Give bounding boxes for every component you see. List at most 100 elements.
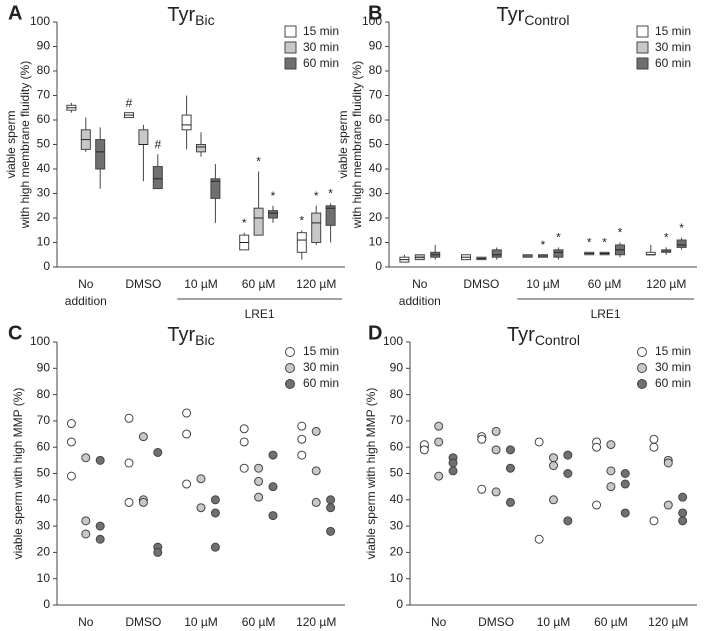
title-main: Tyr xyxy=(167,4,195,26)
point xyxy=(268,511,278,521)
x-tick-label: 120 µM xyxy=(646,277,686,291)
point xyxy=(505,497,515,507)
point xyxy=(563,469,573,478)
y-tick-label: 20 xyxy=(390,545,404,559)
point xyxy=(81,453,91,463)
legend-swatch xyxy=(637,363,647,373)
box xyxy=(196,144,206,153)
y-tick-label: 100 xyxy=(30,334,50,348)
y-tick-label: 20 xyxy=(37,545,51,559)
x-tick-label: 60 µM xyxy=(242,615,276,629)
point xyxy=(620,508,630,518)
legend-label: 30 min xyxy=(655,40,691,54)
y-tick-label: 60 xyxy=(390,439,404,453)
y-tick-label: 90 xyxy=(37,360,51,374)
legend-label: 15 min xyxy=(303,344,339,358)
point xyxy=(66,437,76,447)
y-tick-label: 10 xyxy=(369,235,383,249)
y-axis-label: with high membrane fluidity (%) xyxy=(350,61,364,229)
y-tick-label: 0 xyxy=(43,259,50,273)
box xyxy=(95,139,106,170)
legend-swatch xyxy=(637,347,647,357)
y-tick-label: 40 xyxy=(37,161,51,175)
x-tick-label: No xyxy=(412,277,428,291)
point xyxy=(182,429,192,439)
y-axis-label: with high membrane fluidity (%) xyxy=(18,61,32,229)
panel-label: B xyxy=(368,2,382,24)
y-tick-label: 50 xyxy=(369,137,383,151)
point xyxy=(297,450,307,460)
y-tick-label: 0 xyxy=(396,597,403,611)
y-tick-label: 20 xyxy=(369,210,383,224)
point xyxy=(549,453,558,463)
legend-label: 60 min xyxy=(655,376,691,390)
point xyxy=(678,508,688,518)
x-tick-label: 120 µM xyxy=(296,615,336,629)
x-tick-label: 120 µM xyxy=(648,615,688,629)
legend-label: 15 min xyxy=(655,344,691,358)
y-tick-label: 30 xyxy=(37,518,51,532)
x-tick-label: DMSO xyxy=(478,615,514,629)
y-tick-label: 80 xyxy=(369,63,383,77)
point xyxy=(210,495,220,505)
y-tick-label: 80 xyxy=(390,387,404,401)
legend-swatch xyxy=(285,347,295,357)
point xyxy=(434,421,444,431)
chart-title: TyrControl xyxy=(497,4,570,27)
point xyxy=(66,419,76,429)
annotation: * xyxy=(618,226,623,240)
point xyxy=(649,442,659,452)
y-tick-label: 80 xyxy=(37,387,51,401)
title-subscript: Bic xyxy=(195,12,214,28)
y-tick-label: 20 xyxy=(37,210,51,224)
title-main: Tyr xyxy=(167,324,195,346)
y-tick-label: 0 xyxy=(375,259,382,273)
annotation: * xyxy=(664,231,669,245)
point xyxy=(297,421,307,431)
point xyxy=(182,408,192,418)
box xyxy=(553,249,564,258)
point xyxy=(606,466,616,476)
legend-label: 30 min xyxy=(303,360,339,374)
point xyxy=(95,521,105,531)
point xyxy=(491,426,501,436)
point xyxy=(239,437,249,447)
point xyxy=(649,434,659,444)
x-tick-label: No xyxy=(78,615,94,629)
point xyxy=(419,445,429,455)
legend-label: 30 min xyxy=(655,360,691,374)
x-tick-label: DMSO xyxy=(125,277,161,291)
box xyxy=(210,178,221,199)
point xyxy=(434,437,444,447)
point xyxy=(477,434,487,444)
y-tick-label: 90 xyxy=(37,39,51,53)
x-tick-label: 10 µM xyxy=(184,277,218,291)
x-tick-label: No xyxy=(431,615,447,629)
y-axis-label: viable sperm with high MMP (%) xyxy=(11,388,25,560)
y-tick-label: 50 xyxy=(37,137,51,151)
point xyxy=(649,516,659,526)
point xyxy=(138,432,148,442)
y-tick-label: 10 xyxy=(37,571,51,585)
point xyxy=(534,534,544,544)
annotation: * xyxy=(587,235,592,249)
title-subscript: Bic xyxy=(195,332,214,348)
panel-label: C xyxy=(8,322,22,344)
point xyxy=(297,434,307,444)
legend-swatch xyxy=(284,57,297,70)
point xyxy=(153,447,163,457)
point xyxy=(311,497,321,507)
y-tick-label: 0 xyxy=(43,597,50,611)
point xyxy=(196,474,206,484)
legend-label: 15 min xyxy=(303,24,339,38)
annotation: * xyxy=(271,189,276,203)
title-main: Tyr xyxy=(497,4,525,26)
x-tick-label: addition xyxy=(65,294,107,308)
y-tick-label: 60 xyxy=(369,112,383,126)
point xyxy=(606,482,616,492)
point xyxy=(239,463,249,473)
x-tick-label: addition xyxy=(399,294,441,308)
legend-label: 15 min xyxy=(655,24,691,38)
point xyxy=(663,458,673,468)
point xyxy=(153,547,163,557)
